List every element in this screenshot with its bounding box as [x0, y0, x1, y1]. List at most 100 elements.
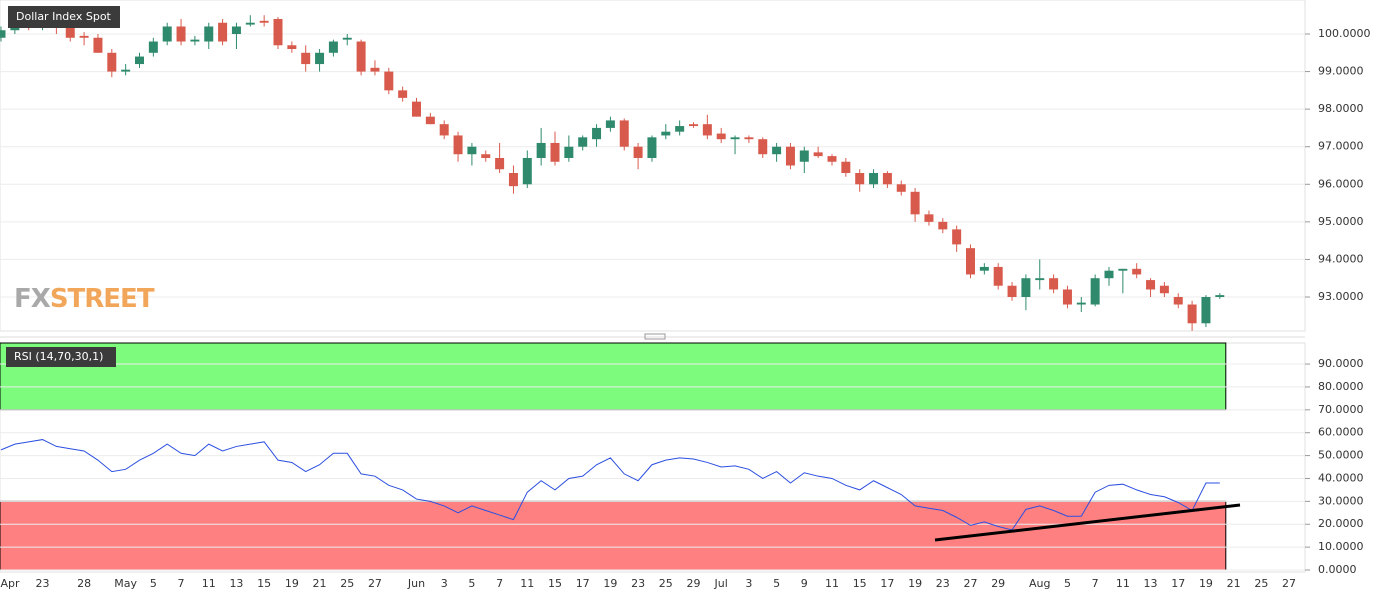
- title-box: [8, 6, 120, 28]
- y-tick-label: 70.0000: [1318, 403, 1364, 416]
- candle-body: [315, 52, 325, 65]
- candle-body: [1035, 278, 1045, 281]
- x-tick-label: 28: [77, 577, 91, 590]
- x-tick-label: 23: [631, 577, 645, 590]
- candle-body: [245, 22, 255, 25]
- candle-body: [896, 184, 906, 192]
- candle-body: [453, 135, 463, 155]
- x-tick-label: 27: [964, 577, 978, 590]
- y-tick-label: 80.0000: [1318, 380, 1364, 393]
- candle-body: [1104, 270, 1114, 279]
- candle-body: [218, 22, 228, 42]
- x-tick-label: 25: [1254, 577, 1268, 590]
- candle-body: [176, 26, 186, 42]
- candle-body: [605, 120, 615, 128]
- x-tick-label: 25: [340, 577, 354, 590]
- y-tick-label: 94.0000: [1318, 252, 1364, 265]
- y-tick-label: 95.0000: [1318, 215, 1364, 228]
- candle-body: [966, 248, 975, 275]
- candle-body: [938, 221, 948, 230]
- x-tick-label: 15: [257, 577, 271, 590]
- candle-body: [342, 37, 352, 40]
- x-tick-label: 29: [991, 577, 1005, 590]
- candle-body: [398, 90, 408, 98]
- y-tick-label: 50.0000: [1318, 449, 1364, 462]
- candle-body: [1007, 285, 1017, 297]
- y-tick-label: 40.0000: [1318, 471, 1364, 484]
- x-tick-label: 27: [368, 577, 382, 590]
- candle-body: [190, 39, 200, 42]
- y-tick-label: 99.0000: [1318, 65, 1364, 78]
- pane-handle[interactable]: [644, 333, 666, 340]
- candle-body: [550, 142, 560, 162]
- candle-body: [259, 20, 269, 23]
- candle-body: [827, 156, 837, 162]
- candle-body: [592, 127, 602, 140]
- candle-body: [993, 266, 1003, 286]
- candle-body: [1118, 268, 1128, 271]
- candle-body: [910, 191, 920, 215]
- x-tick-label: May: [114, 577, 137, 590]
- y-tick-label: 10.0000: [1318, 540, 1364, 553]
- candle-body: [508, 173, 518, 187]
- x-tick-label: 11: [825, 577, 839, 590]
- candle-body: [1187, 304, 1197, 324]
- y-tick-label: 93.0000: [1318, 290, 1364, 303]
- y-tick-label: 97.0000: [1318, 140, 1364, 153]
- candle-body: [1159, 285, 1169, 294]
- x-tick-label: 17: [576, 577, 590, 590]
- x-tick-label: 15: [853, 577, 867, 590]
- candle-body: [633, 146, 643, 158]
- plot-layer: 93.0000 94.0000 95.0000 96.0000 97.0000 98.00…: [0, 15, 1371, 590]
- x-tick-label: Jul: [714, 577, 728, 590]
- chart-title: Dollar Index Spot: [16, 10, 112, 23]
- x-tick-label: 19: [285, 577, 299, 590]
- x-tick-label: 25: [659, 577, 673, 590]
- logo-prefix: FX: [14, 284, 51, 314]
- oversold-zone: [0, 500, 1227, 571]
- candle-body: [979, 266, 989, 271]
- candle-body: [744, 137, 754, 140]
- candle-body: [495, 157, 505, 170]
- candle-body: [1146, 280, 1156, 290]
- x-tick-label: 7: [178, 577, 185, 590]
- x-tick-label: 7: [1092, 577, 1099, 590]
- x-tick-label: 9: [801, 577, 808, 590]
- y-tick-label: 60.0000: [1318, 426, 1364, 439]
- candle-body: [301, 52, 311, 65]
- candle-body: [287, 45, 297, 50]
- candle-body: [882, 173, 892, 185]
- logo: FXSTREET: [14, 284, 155, 314]
- candle-body: [772, 146, 782, 155]
- x-tick-label: 23: [36, 577, 50, 590]
- candle-body: [481, 154, 491, 158]
- candle-body: [79, 35, 89, 38]
- rsi-line: [0, 439, 1220, 531]
- candle-body: [0, 30, 6, 38]
- candle-body: [1021, 278, 1031, 297]
- candle-body: [730, 137, 740, 140]
- x-tick-label: 3: [745, 577, 752, 590]
- candle-body: [425, 116, 435, 125]
- x-tick-label: 17: [880, 577, 894, 590]
- candle-body: [356, 41, 366, 72]
- y-tick-label: 90.0000: [1318, 357, 1364, 370]
- candle-body: [785, 146, 795, 166]
- candle-body: [564, 146, 574, 158]
- candle-body: [869, 173, 879, 185]
- x-tick-label: 5: [1064, 577, 1071, 590]
- x-tick-label: 5: [150, 577, 157, 590]
- candle-body: [1215, 295, 1225, 297]
- x-tick-label: Aug: [1029, 577, 1050, 590]
- candle-body: [689, 124, 698, 127]
- x-tick-label: 21: [313, 577, 327, 590]
- candle-body: [1173, 296, 1183, 305]
- candle-body: [107, 52, 117, 72]
- candle-body: [93, 37, 103, 53]
- rsi-title: RSI (14,70,30,1): [14, 350, 103, 363]
- rsi-title-box: [6, 347, 116, 367]
- x-tick-label: 29: [687, 577, 701, 590]
- candle-body: [273, 18, 283, 46]
- x-tick-label: 17: [1171, 577, 1185, 590]
